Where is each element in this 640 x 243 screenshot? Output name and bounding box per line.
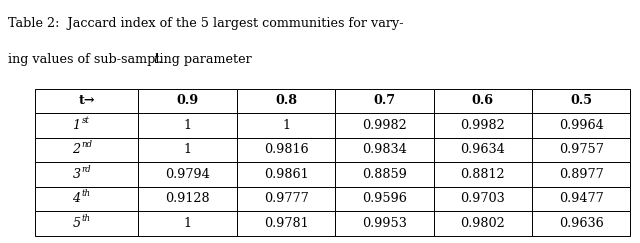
Bar [237,113,335,138]
Bar [237,162,335,187]
Bar [532,211,630,236]
Bar [532,162,630,187]
Text: 0.9636: 0.9636 [559,217,604,230]
Bar [138,211,237,236]
Text: 0.9802: 0.9802 [460,217,505,230]
Bar [138,138,237,162]
Bar [434,138,532,162]
Bar [138,187,237,211]
Text: th: th [82,214,91,223]
Text: 0.9964: 0.9964 [559,119,604,132]
Bar [35,89,138,113]
Text: 0.8812: 0.8812 [461,168,505,181]
Text: 5: 5 [72,217,81,230]
Text: 0.9781: 0.9781 [264,217,308,230]
Text: 1: 1 [72,119,81,132]
Text: 0.8977: 0.8977 [559,168,604,181]
Text: 0.9982: 0.9982 [362,119,407,132]
Text: st: st [82,116,90,125]
Text: 0.9757: 0.9757 [559,143,604,156]
Text: 0.9634: 0.9634 [460,143,505,156]
Text: 0.8: 0.8 [275,95,297,107]
Bar [532,89,630,113]
Text: rd: rd [82,165,92,174]
Text: 2: 2 [72,143,81,156]
Text: 0.8859: 0.8859 [362,168,407,181]
Text: 0.9794: 0.9794 [165,168,210,181]
Text: 1: 1 [282,119,290,132]
Text: 4: 4 [72,192,81,205]
Text: th: th [82,189,91,198]
Bar [35,187,138,211]
Bar [532,187,630,211]
Bar [335,89,434,113]
Text: 0.9834: 0.9834 [362,143,407,156]
Text: 0.9703: 0.9703 [460,192,505,205]
Text: 0.5: 0.5 [570,95,592,107]
Bar [434,113,532,138]
Bar [35,162,138,187]
Bar [335,162,434,187]
Bar [138,113,237,138]
Text: nd: nd [82,140,93,149]
Text: 0.9982: 0.9982 [460,119,505,132]
Bar [35,138,138,162]
Text: ing values of sub-sampling parameter: ing values of sub-sampling parameter [8,53,255,66]
Text: 0.9816: 0.9816 [264,143,308,156]
Bar [138,89,237,113]
Bar [335,113,434,138]
Text: 1: 1 [184,119,192,132]
Text: 1: 1 [184,143,192,156]
Text: 1: 1 [184,217,192,230]
Text: 0.9953: 0.9953 [362,217,407,230]
Bar [237,187,335,211]
Bar [138,162,237,187]
Text: 3: 3 [72,168,81,181]
Bar [35,113,138,138]
Text: 0.9596: 0.9596 [362,192,407,205]
Text: t: t [154,53,159,66]
Text: 0.9: 0.9 [177,95,199,107]
Text: 0.9128: 0.9128 [165,192,210,205]
Bar [434,187,532,211]
Bar [237,211,335,236]
Bar [434,211,532,236]
Bar [532,138,630,162]
Text: 0.6: 0.6 [472,95,494,107]
Text: 0.9477: 0.9477 [559,192,604,205]
Text: 0.7: 0.7 [373,95,396,107]
Bar [434,89,532,113]
Text: t→: t→ [79,95,95,107]
Text: .: . [158,53,162,66]
Bar [335,211,434,236]
Bar [237,138,335,162]
Bar [335,187,434,211]
Bar [335,138,434,162]
Text: 0.9777: 0.9777 [264,192,308,205]
Bar [434,162,532,187]
Text: 0.9861: 0.9861 [264,168,308,181]
Bar [532,113,630,138]
Bar [237,89,335,113]
Text: Table 2:  Jaccard index of the 5 largest communities for vary-: Table 2: Jaccard index of the 5 largest … [8,17,403,30]
Bar [35,211,138,236]
